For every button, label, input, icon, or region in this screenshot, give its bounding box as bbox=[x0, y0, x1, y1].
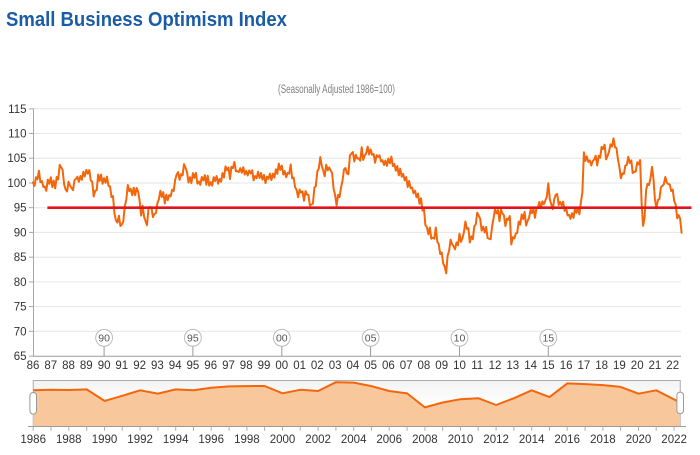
svg-text:1998: 1998 bbox=[234, 434, 260, 446]
svg-text:2022: 2022 bbox=[661, 434, 687, 446]
svg-text:12: 12 bbox=[489, 360, 502, 372]
svg-text:04: 04 bbox=[347, 360, 360, 372]
svg-text:105: 105 bbox=[7, 153, 26, 165]
svg-text:03: 03 bbox=[329, 360, 342, 372]
svg-text:13: 13 bbox=[506, 360, 519, 372]
svg-text:2010: 2010 bbox=[448, 434, 474, 446]
svg-text:80: 80 bbox=[14, 277, 27, 289]
svg-text:22: 22 bbox=[666, 360, 679, 372]
svg-text:95: 95 bbox=[187, 360, 200, 372]
svg-text:02: 02 bbox=[311, 360, 324, 372]
svg-text:97: 97 bbox=[222, 360, 235, 372]
svg-text:15: 15 bbox=[542, 333, 554, 345]
svg-text:95: 95 bbox=[14, 203, 27, 215]
svg-text:20: 20 bbox=[631, 360, 644, 372]
svg-text:98: 98 bbox=[240, 360, 253, 372]
svg-text:100: 100 bbox=[7, 178, 26, 190]
svg-text:21: 21 bbox=[649, 360, 662, 372]
svg-text:2002: 2002 bbox=[305, 434, 331, 446]
svg-text:2016: 2016 bbox=[554, 434, 580, 446]
svg-text:2006: 2006 bbox=[376, 434, 402, 446]
svg-text:94: 94 bbox=[169, 360, 182, 372]
svg-text:2004: 2004 bbox=[341, 434, 367, 446]
svg-text:05: 05 bbox=[365, 333, 377, 345]
svg-text:00: 00 bbox=[276, 333, 288, 345]
svg-text:10: 10 bbox=[453, 360, 466, 372]
svg-text:88: 88 bbox=[62, 360, 75, 372]
svg-text:00: 00 bbox=[275, 360, 288, 372]
svg-text:10: 10 bbox=[454, 333, 466, 345]
svg-text:1992: 1992 bbox=[127, 434, 153, 446]
svg-text:115: 115 bbox=[8, 104, 26, 116]
svg-text:2012: 2012 bbox=[483, 434, 509, 446]
svg-text:05: 05 bbox=[364, 360, 377, 372]
svg-text:1990: 1990 bbox=[92, 434, 118, 446]
svg-text:85: 85 bbox=[14, 252, 27, 264]
svg-text:2020: 2020 bbox=[626, 434, 652, 446]
svg-text:1996: 1996 bbox=[198, 434, 224, 446]
svg-text:07: 07 bbox=[400, 360, 413, 372]
svg-text:91: 91 bbox=[115, 360, 128, 372]
svg-text:90: 90 bbox=[98, 360, 111, 372]
svg-text:96: 96 bbox=[204, 360, 217, 372]
svg-text:90: 90 bbox=[98, 333, 110, 345]
svg-text:87: 87 bbox=[44, 360, 57, 372]
svg-text:2014: 2014 bbox=[519, 434, 545, 446]
svg-text:92: 92 bbox=[133, 360, 146, 372]
svg-text:06: 06 bbox=[382, 360, 395, 372]
svg-text:95: 95 bbox=[187, 333, 199, 345]
svg-text:08: 08 bbox=[418, 360, 431, 372]
svg-text:75: 75 bbox=[14, 302, 27, 314]
svg-text:1994: 1994 bbox=[163, 434, 189, 446]
svg-text:18: 18 bbox=[595, 360, 608, 372]
svg-text:14: 14 bbox=[524, 360, 537, 372]
svg-text:15: 15 bbox=[542, 360, 555, 372]
svg-text:1988: 1988 bbox=[56, 434, 82, 446]
svg-text:09: 09 bbox=[435, 360, 448, 372]
svg-text:89: 89 bbox=[80, 360, 93, 372]
svg-text:93: 93 bbox=[151, 360, 164, 372]
svg-text:110: 110 bbox=[8, 129, 26, 141]
svg-text:2000: 2000 bbox=[270, 434, 296, 446]
svg-text:2008: 2008 bbox=[412, 434, 438, 446]
svg-text:70: 70 bbox=[14, 326, 27, 338]
svg-text:86: 86 bbox=[27, 360, 40, 372]
svg-text:65: 65 bbox=[14, 351, 27, 363]
svg-text:99: 99 bbox=[258, 360, 271, 372]
svg-text:19: 19 bbox=[613, 360, 626, 372]
svg-text:11: 11 bbox=[471, 360, 483, 372]
svg-text:01: 01 bbox=[293, 360, 306, 372]
svg-text:16: 16 bbox=[560, 360, 573, 372]
svg-text:1986: 1986 bbox=[20, 434, 46, 446]
svg-text:2018: 2018 bbox=[590, 434, 616, 446]
svg-text:17: 17 bbox=[578, 360, 591, 372]
svg-text:90: 90 bbox=[14, 227, 27, 239]
